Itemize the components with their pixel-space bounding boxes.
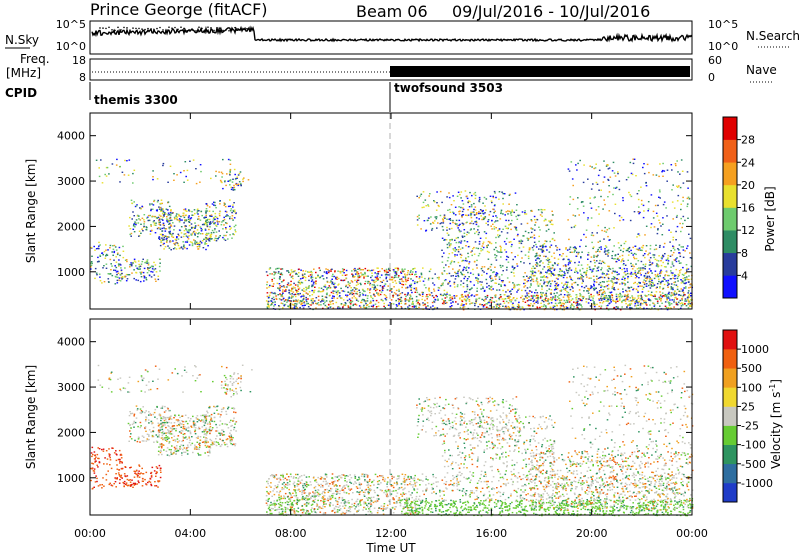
- power-scatter: [90, 158, 693, 311]
- power-colorbar: 4 8 12 16 20 24 28: [722, 116, 755, 299]
- freq-left-tick-high: 18: [72, 54, 86, 67]
- vel-colorbar-tick: -1000: [741, 477, 773, 490]
- noise-search-trace: [99, 26, 248, 32]
- noise-left-tick-high: 10^5: [56, 18, 86, 31]
- power-colorbar-tick: 20: [741, 179, 755, 192]
- power-colorbar-tick: 8: [741, 247, 748, 260]
- vel-yticks-label: 1000: [57, 472, 85, 485]
- x-tick-label: 04:00: [174, 527, 206, 540]
- cpid-program-1: themis 3300: [94, 93, 178, 107]
- cpid-label: CPID: [5, 86, 37, 100]
- power-colorbar-tick: 16: [741, 202, 755, 215]
- power-colorbar-tick: 24: [741, 156, 755, 169]
- vel-yticks-label: 2000: [57, 426, 85, 439]
- cpid-row: CPID themis 3300 twofsound 3503: [5, 81, 503, 112]
- x-axis-label: Time UT: [365, 541, 416, 554]
- cpid-program-2: twofsound 3503: [394, 81, 503, 95]
- x-tick-label: 16:00: [475, 527, 507, 540]
- vel-colorbar-tick: -500: [741, 458, 766, 471]
- freq-panel: 18 8 60 0 Freq. [MHz] Nave: [6, 52, 777, 84]
- x-tick-label: 00:00: [676, 527, 708, 540]
- power-panel: 1000 2000 3000 4000 Slant Range [km] 4 8 12 16…: [24, 112, 777, 311]
- power-yticks-label: 1000: [57, 266, 85, 279]
- freq-label-line1: Freq.: [20, 52, 50, 66]
- date-range-title: 09/Jul/2016 - 10/Jul/2016: [452, 2, 650, 21]
- power-yticks-label: 3000: [57, 175, 85, 188]
- x-tick-label: 08:00: [275, 527, 307, 540]
- x-tick-label: 12:00: [375, 527, 407, 540]
- velocity-colorbar: 1000 500 100 25 -25 -100 -500 -1000: [722, 329, 773, 503]
- vel-colorbar-tick: -100: [741, 439, 766, 452]
- power-ylabel: Slant Range [km]: [24, 159, 38, 263]
- vel-colorbar-tick: 100: [741, 381, 762, 394]
- vel-colorbar-tick: 500: [741, 362, 762, 375]
- x-tick-label: 00:00: [74, 527, 106, 540]
- power-colorbar-label: Power [dB]: [763, 186, 777, 251]
- power-colorbar-tick: 28: [741, 134, 755, 147]
- vel-yticks-label: 3000: [57, 381, 85, 394]
- power-colorbar-tick: 4: [741, 269, 748, 282]
- noise-right-tick-high: 10^5: [708, 18, 738, 31]
- vel-colorbar-tick: 25: [741, 400, 755, 413]
- vel-colorbar-tick: 1000: [741, 343, 769, 356]
- freq-left-tick-low: 8: [79, 71, 86, 84]
- noise-panel: 10^5 10^0 10^5 10^0 N.Sky N.Search: [5, 18, 800, 55]
- station-title: Prince George (fitACF): [90, 0, 268, 19]
- nsearch-label: N.Search: [746, 29, 800, 43]
- freq-right-tick-low: 0: [708, 71, 715, 84]
- noise-left-tick-low: 10^0: [56, 40, 86, 53]
- velocity-colorbar-label: Velocity [m s-1]: [768, 379, 783, 469]
- power-yticks-label: 2000: [57, 220, 85, 233]
- nave-label: Nave: [746, 63, 777, 77]
- freq-label-line2: [MHz]: [6, 66, 41, 80]
- freq-right-tick-high: 60: [708, 54, 722, 67]
- vel-colorbar-tick: -25: [741, 420, 759, 433]
- velocity-panel: 1000 2000 3000 4000 Slant Range [km] 1000 50…: [24, 318, 783, 517]
- noise-sky-trace: [91, 25, 693, 43]
- power-colorbar-tick: 12: [741, 224, 755, 237]
- vel-yticks-label: 4000: [57, 336, 85, 349]
- velocity-ylabel: Slant Range [km]: [24, 365, 38, 469]
- beam-title: Beam 06: [356, 2, 428, 21]
- noise-right-tick-low: 10^0: [708, 40, 738, 53]
- x-axis-ticks: 00:00 04:00 08:00 12:00 16:00 20:00 00:00: [74, 113, 708, 540]
- velocity-scatter: [90, 364, 694, 517]
- nsky-label: N.Sky: [5, 33, 39, 47]
- power-yticks-label: 4000: [57, 130, 85, 143]
- x-tick-label: 20:00: [576, 527, 608, 540]
